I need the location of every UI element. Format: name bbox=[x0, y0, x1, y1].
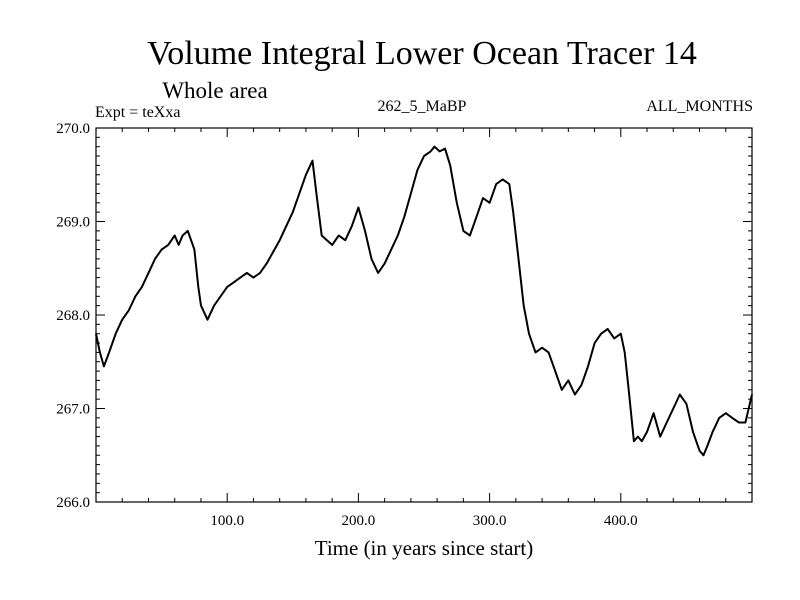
y-tick-label: 268.0 bbox=[56, 308, 90, 324]
x-tick-label: 200.0 bbox=[342, 513, 376, 529]
data-series-line bbox=[95, 145, 753, 457]
x-axis-tick-labels: 100.0 200.0 300.0 400.0 bbox=[210, 513, 637, 529]
plot-frame bbox=[95, 127, 753, 503]
x-tick-label: 400.0 bbox=[604, 513, 638, 529]
experiment-label: Expt = teXxa bbox=[95, 104, 180, 121]
axis-ticks bbox=[96, 127, 752, 503]
y-axis-tick-labels: 266.0 267.0 268.0 269.0 270.0 bbox=[56, 121, 90, 511]
x-axis-label: Time (in years since start) bbox=[315, 536, 534, 560]
chart-title: Volume Integral Lower Ocean Tracer 14 bbox=[147, 35, 697, 72]
months-label: ALL_MONTHS bbox=[646, 98, 753, 115]
x-tick-label: 100.0 bbox=[210, 513, 244, 529]
y-tick-label: 266.0 bbox=[56, 495, 90, 511]
period-label: 262_5_MaBP bbox=[378, 98, 467, 115]
y-tick-label: 270.0 bbox=[56, 121, 90, 137]
chart-subtitle: Whole area bbox=[162, 78, 267, 103]
x-tick-label: 300.0 bbox=[473, 513, 507, 529]
y-tick-label: 267.0 bbox=[56, 402, 90, 418]
y-tick-label: 269.0 bbox=[56, 215, 90, 231]
